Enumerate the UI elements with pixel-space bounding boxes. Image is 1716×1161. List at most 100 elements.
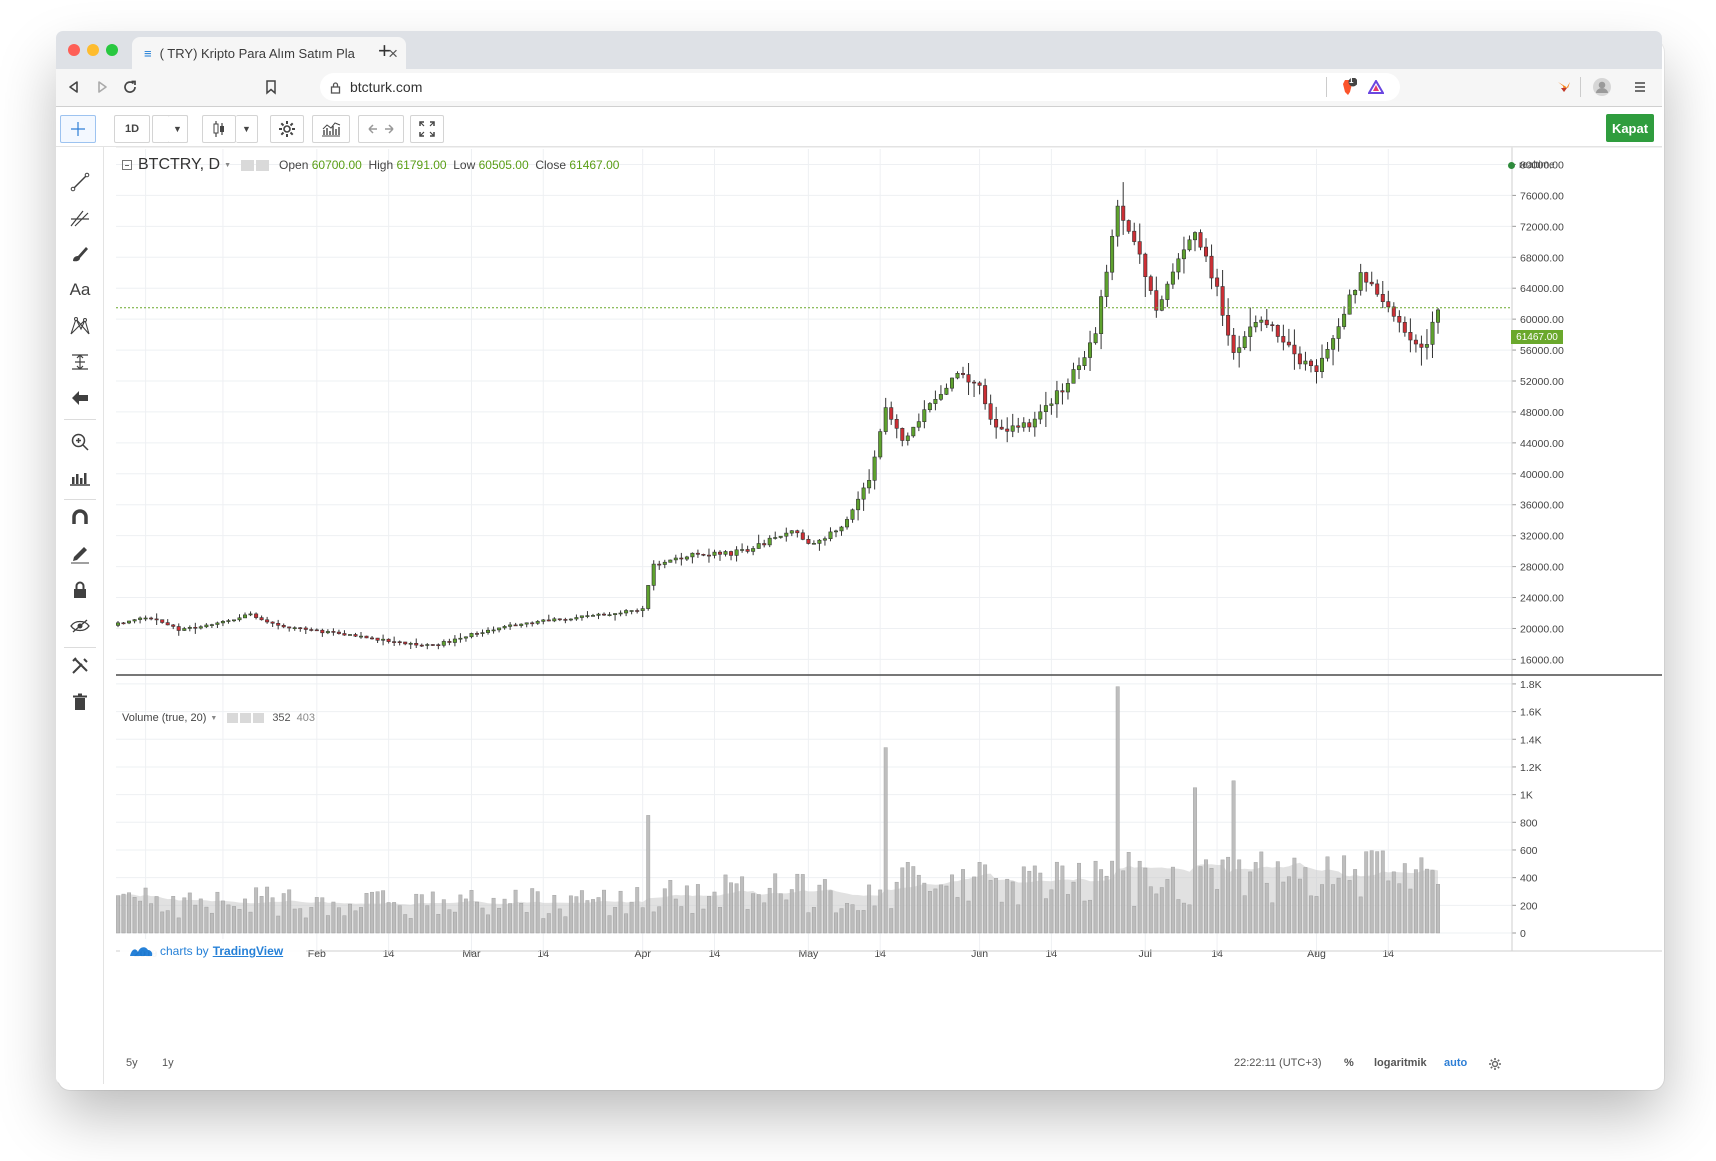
lock-drawings-tool[interactable] xyxy=(63,575,97,605)
candle-body xyxy=(1226,315,1231,336)
candle-body xyxy=(204,624,209,628)
candle-body xyxy=(1093,333,1098,344)
candle-body xyxy=(574,617,579,620)
candle-body xyxy=(1436,309,1441,323)
chart-style-dropdown[interactable]: ▼ xyxy=(236,115,258,143)
candle-body xyxy=(193,626,198,629)
legend-settings-icon[interactable] xyxy=(256,159,270,171)
volume-bar xyxy=(1159,887,1164,934)
new-tab-button[interactable]: + xyxy=(378,38,391,63)
arrow-tool[interactable] xyxy=(63,383,97,413)
trendline-tool[interactable] xyxy=(63,167,97,197)
volume-axis-label: 400 xyxy=(1520,873,1538,885)
volume-dropdown-icon[interactable]: ▼ xyxy=(210,714,218,722)
candle-body xyxy=(171,624,176,627)
fullscreen-button[interactable] xyxy=(410,115,444,143)
chart-area[interactable]: 16000.00 20000.00 24000.00 28000.00 32000.00… xyxy=(116,147,1662,1084)
volume-title[interactable]: Volume (true, 20) xyxy=(122,712,207,724)
volume-bar xyxy=(966,900,971,934)
volume-bar xyxy=(276,915,281,934)
magnet-tool[interactable] xyxy=(63,503,97,533)
zoom-tool[interactable] xyxy=(63,427,97,457)
price-chart[interactable]: 16000.00 20000.00 24000.00 28000.00 32000.00… xyxy=(116,147,1662,1051)
drawing-properties-tool[interactable] xyxy=(63,651,97,681)
brave-rewards-icon[interactable] xyxy=(1368,80,1384,94)
text-tool[interactable]: Aa xyxy=(63,275,97,305)
volume-remove-icon[interactable] xyxy=(253,713,265,723)
volume-bar xyxy=(872,905,877,934)
volume-bar xyxy=(856,910,861,934)
candle-body xyxy=(767,537,772,546)
tradingview-watermark[interactable]: charts by TradingView xyxy=(120,939,306,963)
stay-drawing-tool[interactable] xyxy=(63,539,97,569)
candle-body xyxy=(1430,321,1435,345)
candle-body xyxy=(165,622,170,626)
symbol-name[interactable]: BTCTRY, D xyxy=(138,156,221,173)
log-scale-button[interactable]: logaritmik xyxy=(1374,1057,1427,1069)
minimize-window-button[interactable] xyxy=(87,44,99,56)
volume-bar xyxy=(1402,863,1407,934)
legend-eye-icon[interactable] xyxy=(241,159,255,171)
candle-body xyxy=(1270,324,1275,326)
realtime-status: realtime xyxy=(1508,160,1555,171)
profile-avatar-icon[interactable] xyxy=(1592,77,1612,97)
volume-settings-icon[interactable] xyxy=(240,713,252,723)
back-icon[interactable] xyxy=(66,79,82,95)
candle-body xyxy=(734,549,739,556)
candle-body xyxy=(773,537,778,539)
maximize-window-button[interactable] xyxy=(106,44,118,56)
range-5y-button[interactable]: 5y xyxy=(126,1057,138,1069)
reload-icon[interactable] xyxy=(122,79,138,95)
ruler-tool[interactable] xyxy=(63,463,97,493)
candle-body xyxy=(795,530,800,534)
interval-dropdown[interactable]: ▼ xyxy=(168,115,188,143)
crosshair-tool-button[interactable] xyxy=(60,115,96,143)
candle-body xyxy=(762,543,767,546)
trendline-icon xyxy=(70,172,90,192)
forward-icon[interactable] xyxy=(94,79,110,95)
brush-tool[interactable] xyxy=(63,239,97,269)
volume-bar xyxy=(469,890,474,934)
auto-scale-button[interactable]: auto xyxy=(1444,1057,1468,1069)
percent-scale-button[interactable]: % xyxy=(1344,1057,1354,1069)
volume-eye-icon[interactable] xyxy=(227,713,239,723)
volume-bar xyxy=(695,884,700,934)
candle-body xyxy=(601,613,606,616)
range-1y-button[interactable]: 1y xyxy=(162,1057,174,1069)
candle-body xyxy=(1148,276,1153,291)
chart-settings-gear-icon[interactable] xyxy=(1488,1057,1502,1071)
candle-body xyxy=(1176,258,1181,273)
volume-bar xyxy=(878,889,883,934)
close-tab-icon[interactable]: × xyxy=(388,43,398,63)
brave-shield-icon[interactable] xyxy=(1337,78,1357,98)
candle-body xyxy=(1204,246,1209,257)
volume-axis-label: 1.8K xyxy=(1520,679,1542,691)
metamask-extension-icon[interactable] xyxy=(1556,80,1572,94)
pitchfork-tool[interactable] xyxy=(63,203,97,233)
menu-icon[interactable] xyxy=(1633,80,1647,94)
close-window-button[interactable] xyxy=(68,44,80,56)
candle-body xyxy=(972,381,977,384)
close-chart-button[interactable]: Kapat xyxy=(1606,114,1654,142)
volume-bar xyxy=(1193,787,1197,934)
volume-bar xyxy=(176,917,181,934)
symbol-dropdown-icon[interactable]: ▼ xyxy=(224,161,232,169)
interval-button[interactable]: 1D xyxy=(114,115,150,143)
candle-body xyxy=(1325,349,1330,359)
hide-drawings-tool[interactable] xyxy=(63,611,97,641)
watermark-brand[interactable]: TradingView xyxy=(212,944,284,958)
bookmark-icon[interactable] xyxy=(264,79,278,95)
candle-body xyxy=(960,373,965,375)
collapse-legend-icon[interactable] xyxy=(122,160,132,170)
volume-bar xyxy=(248,911,253,934)
measure-tool[interactable] xyxy=(63,347,97,377)
remove-drawings-tool[interactable] xyxy=(63,687,97,717)
chart-style-button[interactable] xyxy=(202,115,236,143)
address-bar[interactable]: btcturk.com xyxy=(320,73,1400,101)
browser-tab[interactable]: ≡ ( TRY) Kripto Para Alım Satım Pla × xyxy=(132,37,406,69)
indicators-button[interactable] xyxy=(312,115,350,143)
undo-redo-icon[interactable] xyxy=(361,122,401,136)
settings-button[interactable] xyxy=(270,115,304,143)
volume-bar xyxy=(751,893,756,934)
pattern-tool[interactable] xyxy=(63,311,97,341)
